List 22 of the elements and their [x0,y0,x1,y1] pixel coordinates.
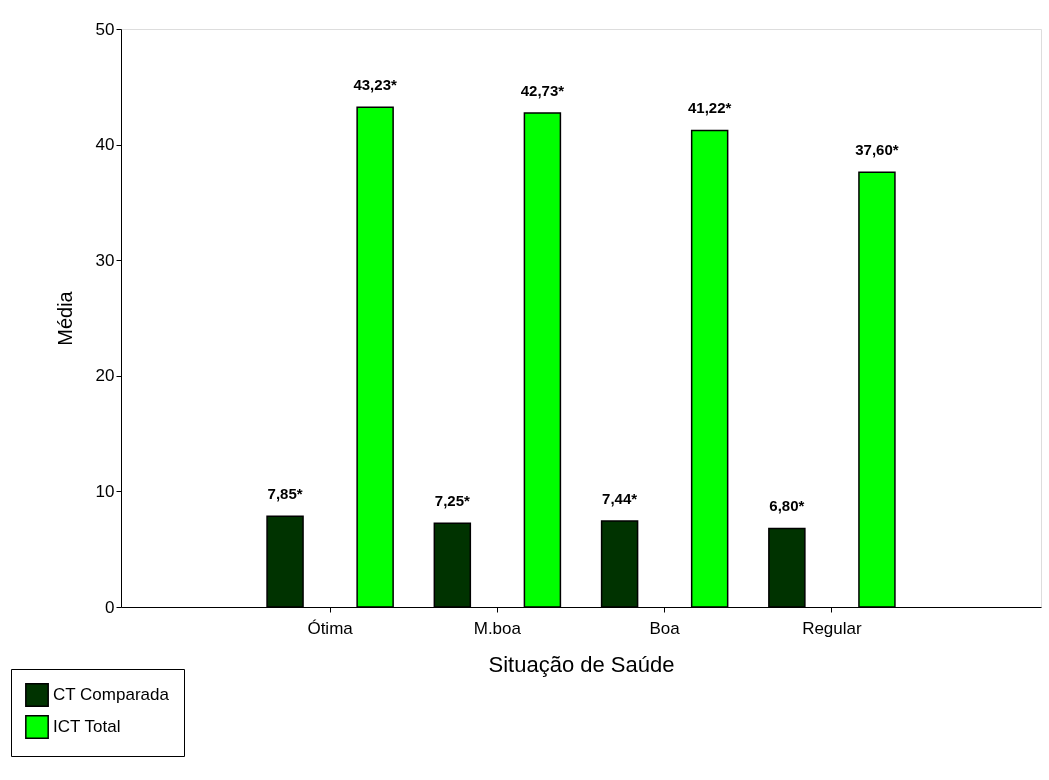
legend-label: ICT Total [53,717,121,736]
x-tick-label: Regular [802,618,863,638]
x-axis-title: Situação de Saúde [488,651,675,677]
x-tick-label: M.boa [473,618,522,638]
data-label: 42,73* [520,82,565,100]
y-axis-title: Média [53,290,76,346]
x-tick-label: Boa [649,618,681,638]
legend-label: CT Comparada [53,685,170,704]
y-tick-label: 40 [95,135,115,155]
y-tick-label: 20 [95,366,115,386]
y-tick-label: 50 [95,19,115,39]
y-tick-label: 10 [95,481,115,501]
data-label: 37,60* [855,141,899,159]
data-label: 6,80* [769,497,805,515]
y-tick-label: 0 [105,597,115,617]
data-label: 7,25* [434,492,470,510]
data-label: 7,85* [267,485,303,503]
data-label: 43,23* [353,76,397,94]
y-tick-label: 30 [95,250,115,270]
data-label: 41,22* [687,99,732,117]
data-label: 7,44* [602,489,638,507]
x-tick-label: Ótima [307,618,354,638]
